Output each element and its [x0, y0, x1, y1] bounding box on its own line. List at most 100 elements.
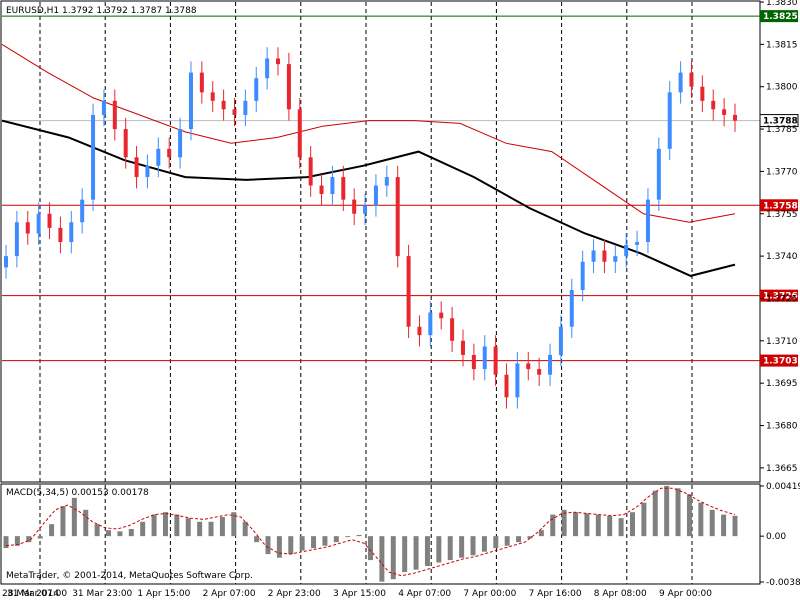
macd-bar [185, 518, 191, 537]
candle-body [265, 58, 270, 79]
candle-body [221, 100, 226, 110]
candle-body [450, 318, 455, 341]
candle-body [363, 205, 368, 214]
candle-body [493, 346, 498, 375]
macd-bar [3, 536, 9, 549]
macd-bar [117, 531, 123, 537]
candle-body [188, 72, 193, 130]
macd-bar [60, 506, 66, 537]
candle-body [689, 72, 694, 87]
candle-body [4, 256, 8, 268]
macd-bar [26, 536, 32, 543]
macd-bar [14, 536, 20, 546]
x-tick-label: 9 Apr 00:00 [659, 589, 712, 599]
macd-bar [197, 521, 203, 537]
price-axis: 1.38301.38151.38001.37851.37701.37551.37… [760, 0, 798, 474]
candle-body [276, 58, 281, 65]
x-tick-label: 7 Apr 00:00 [463, 589, 516, 599]
macd-bar [208, 521, 214, 537]
macd-bar [732, 515, 738, 537]
level-label: 1.3758 [763, 201, 798, 211]
candle-body [156, 148, 161, 166]
level-label: 1.3703 [763, 357, 798, 367]
candle-body [80, 199, 85, 223]
candle-body [700, 86, 705, 101]
macd-tick-label: -0.00383 [766, 578, 800, 588]
ma-fast-line [1, 43, 736, 223]
candle-body [526, 363, 531, 370]
y-tick-label: 1.3665 [766, 464, 798, 474]
candle-body [373, 185, 378, 206]
macd-bar [140, 521, 146, 537]
candle-body [417, 326, 422, 336]
current-price-box [759, 114, 799, 128]
macd-bar [550, 514, 556, 537]
candle-body [232, 109, 237, 115]
candle-body [558, 326, 563, 355]
macd-bar [276, 536, 282, 558]
candle-body [69, 222, 74, 242]
candle-body [515, 363, 520, 398]
x-tick-label: 1 Apr 15:00 [137, 589, 190, 599]
y-tick-label: 1.3755 [766, 210, 798, 220]
candle-body [591, 250, 596, 262]
macd-bar [459, 536, 465, 558]
macd-bar [470, 536, 476, 556]
chart-title: EURUSD,H1 [6, 6, 59, 16]
candle-body [460, 340, 465, 355]
y-tick-label: 1.3770 [766, 167, 798, 177]
macd-tick-label: 0.00419 [766, 482, 800, 492]
candle-body [254, 78, 259, 101]
candle-body [635, 242, 640, 245]
candle-body [384, 177, 389, 186]
main-panel-border [0, 0, 761, 483]
candle-body [667, 92, 672, 149]
macd-panel[interactable]: 0.00419 0.00 -0.00383 MACD(5,34,5) 0.00153… [0, 482, 800, 588]
candle-body [482, 346, 487, 370]
candle-body [602, 250, 607, 262]
macd-bar [151, 514, 157, 537]
candle-body [112, 100, 117, 130]
candles [4, 47, 737, 409]
macd-bar [607, 515, 613, 537]
candle-body [91, 114, 96, 200]
x-tick-label: 28 Mar 2014 [2, 589, 59, 599]
candle-body [101, 100, 106, 115]
macd-bar [493, 536, 499, 549]
candle-body [36, 213, 41, 234]
macd-bar [573, 512, 579, 537]
candle-body [58, 227, 63, 242]
macd-bar [641, 502, 647, 537]
y-tick-label: 1.3725 [766, 294, 798, 304]
macd-bar [436, 536, 442, 563]
ohlc-readout: 1.3792 1.3792 1.3787 1.3788 [62, 6, 197, 16]
macd-bar [504, 536, 510, 546]
candle-body [613, 256, 618, 262]
main-price-panel[interactable]: 1.3825 1.3758 1.3726 1.3703 1.3788 1.3830 1.3… [0, 0, 799, 584]
candle-body [428, 312, 433, 336]
macd-bar [128, 528, 134, 537]
candle-body [645, 199, 650, 242]
candle-body [352, 199, 357, 214]
candle-body [580, 261, 585, 290]
candle-body [678, 72, 683, 93]
macd-bar [686, 494, 692, 537]
candle-body [286, 64, 291, 110]
y-tick-label: 1.3710 [766, 337, 798, 347]
macd-bar [379, 536, 385, 582]
macd-bar [231, 512, 237, 537]
candle-body [471, 354, 476, 370]
ma-slow-line [1, 119, 736, 277]
macd-bar [299, 536, 305, 551]
candle-body [548, 354, 553, 375]
x-tick-label: 2 Apr 23:00 [268, 589, 321, 599]
candle-body [25, 222, 30, 234]
vertical-gridlines [39, 2, 693, 584]
macd-bar [83, 509, 89, 537]
macd-bar [322, 536, 328, 546]
credit-text: MetaTrader, © 2001-2014, MetaQuotes Soft… [6, 571, 253, 581]
candle-body [123, 129, 128, 158]
macd-bar [162, 512, 168, 537]
y-tick-label: 1.3830 [766, 0, 798, 8]
